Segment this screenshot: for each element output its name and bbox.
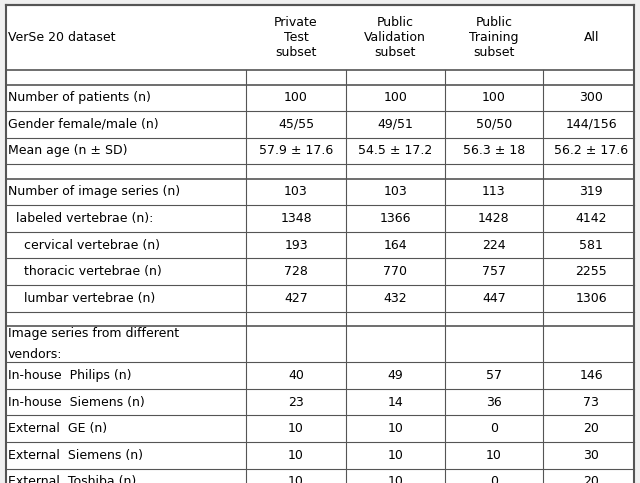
Text: 432: 432 [383,292,407,305]
Text: 49/51: 49/51 [377,118,413,131]
Text: 319: 319 [580,185,603,199]
Text: 100: 100 [383,91,407,104]
Text: 770: 770 [383,265,407,278]
Text: cervical vertebrae (n): cervical vertebrae (n) [8,239,160,252]
Text: 36: 36 [486,396,502,409]
Text: 54.5 ± 17.2: 54.5 ± 17.2 [358,144,433,157]
Text: 49: 49 [387,369,403,382]
Text: In-house  Philips (n): In-house Philips (n) [8,369,131,382]
Text: Public
Training
subset: Public Training subset [469,16,518,59]
Text: vendors:: vendors: [8,348,62,361]
Text: 20: 20 [584,422,599,435]
Text: 103: 103 [383,185,407,199]
Text: 113: 113 [482,185,506,199]
Text: Gender female/male (n): Gender female/male (n) [8,118,158,131]
Text: Image series from different: Image series from different [8,327,179,341]
Text: 10: 10 [288,449,304,462]
Text: 224: 224 [482,239,506,252]
Text: 300: 300 [579,91,604,104]
Text: 193: 193 [284,239,308,252]
Text: 23: 23 [288,396,304,409]
Text: 10: 10 [387,422,403,435]
Text: thoracic vertebrae (n): thoracic vertebrae (n) [8,265,161,278]
Text: 1306: 1306 [575,292,607,305]
Text: 56.3 ± 18: 56.3 ± 18 [463,144,525,157]
Text: labeled vertebrae (n):: labeled vertebrae (n): [8,212,153,225]
Text: 10: 10 [387,449,403,462]
Text: 4142: 4142 [575,212,607,225]
Text: 10: 10 [288,422,304,435]
Text: 14: 14 [387,396,403,409]
Text: 1428: 1428 [478,212,509,225]
Text: 10: 10 [288,475,304,483]
Text: Number of image series (n): Number of image series (n) [8,185,180,199]
Text: External  Siemens (n): External Siemens (n) [8,449,143,462]
Text: 581: 581 [579,239,604,252]
Text: 1348: 1348 [280,212,312,225]
Text: 1366: 1366 [380,212,411,225]
Text: Private
Test
subset: Private Test subset [274,16,318,59]
Text: 0: 0 [490,422,498,435]
Text: Public
Validation
subset: Public Validation subset [364,16,426,59]
Text: All: All [584,31,599,44]
FancyBboxPatch shape [6,5,634,483]
Text: 100: 100 [482,91,506,104]
Text: 103: 103 [284,185,308,199]
Text: 447: 447 [482,292,506,305]
Text: 57.9 ± 17.6: 57.9 ± 17.6 [259,144,333,157]
Text: lumbar vertebrae (n): lumbar vertebrae (n) [8,292,155,305]
Text: 144/156: 144/156 [566,118,617,131]
Text: External  Toshiba (n): External Toshiba (n) [8,475,136,483]
Text: 20: 20 [584,475,599,483]
Text: 50/50: 50/50 [476,118,512,131]
Text: VerSe 20 dataset: VerSe 20 dataset [8,31,115,44]
Text: 2255: 2255 [575,265,607,278]
Text: External  GE (n): External GE (n) [8,422,107,435]
Text: 146: 146 [580,369,603,382]
Text: 40: 40 [288,369,304,382]
Text: In-house  Siemens (n): In-house Siemens (n) [8,396,145,409]
Text: Mean age (n ± SD): Mean age (n ± SD) [8,144,127,157]
Text: 757: 757 [482,265,506,278]
Text: 57: 57 [486,369,502,382]
Text: 45/55: 45/55 [278,118,314,131]
Text: 30: 30 [584,449,599,462]
Text: 10: 10 [486,449,502,462]
Text: 728: 728 [284,265,308,278]
Text: 100: 100 [284,91,308,104]
Text: 427: 427 [284,292,308,305]
Text: 0: 0 [490,475,498,483]
Text: 164: 164 [383,239,407,252]
Text: Number of patients (n): Number of patients (n) [8,91,150,104]
Text: 73: 73 [584,396,599,409]
Text: 10: 10 [387,475,403,483]
Text: 56.2 ± 17.6: 56.2 ± 17.6 [554,144,628,157]
